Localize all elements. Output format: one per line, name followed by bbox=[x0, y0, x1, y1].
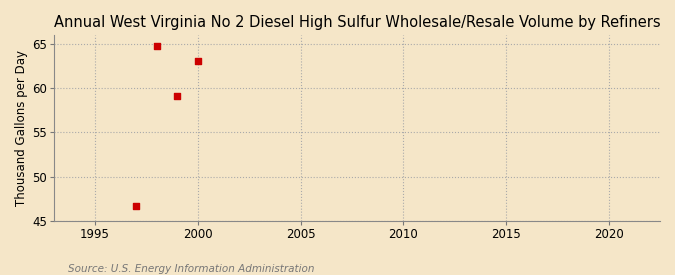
Text: Source: U.S. Energy Information Administration: Source: U.S. Energy Information Administ… bbox=[68, 264, 314, 274]
Point bbox=[192, 59, 203, 63]
Point bbox=[172, 94, 183, 98]
Point bbox=[131, 204, 142, 208]
Y-axis label: Thousand Gallons per Day: Thousand Gallons per Day bbox=[15, 50, 28, 206]
Title: Annual West Virginia No 2 Diesel High Sulfur Wholesale/Resale Volume by Refiners: Annual West Virginia No 2 Diesel High Su… bbox=[54, 15, 660, 30]
Point bbox=[151, 44, 162, 48]
